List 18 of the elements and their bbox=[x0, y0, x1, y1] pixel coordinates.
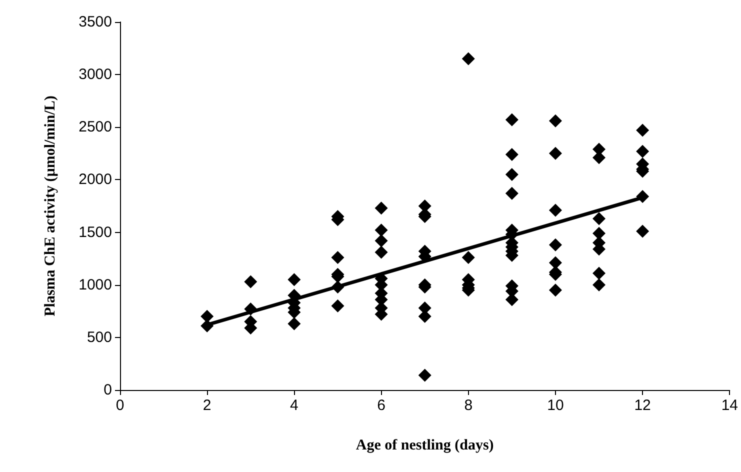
y-tick-label: 0 bbox=[104, 382, 112, 398]
y-tick-label: 2000 bbox=[78, 171, 112, 188]
y-tick-label: 3000 bbox=[78, 66, 112, 84]
x-tick-label: 2 bbox=[202, 397, 212, 414]
y-axis-title: Plasma ChE activity (µmol/min/L) bbox=[42, 96, 58, 316]
x-tick-label: 0 bbox=[116, 397, 124, 414]
x-tick-label: 10 bbox=[547, 397, 564, 414]
y-tick-label: 500 bbox=[86, 328, 112, 346]
x-tick-label: 8 bbox=[464, 397, 473, 414]
y-tick-label: 2500 bbox=[78, 118, 112, 136]
x-axis-title: Age of nestling (days) bbox=[356, 438, 494, 454]
y-tick-label: 1500 bbox=[78, 224, 112, 241]
x-tick-label: 12 bbox=[634, 397, 651, 414]
y-tick-label: 3500 bbox=[78, 14, 112, 30]
y-tick-label: 1000 bbox=[78, 276, 112, 294]
x-tick-label: 4 bbox=[290, 397, 298, 414]
x-tick-label: 6 bbox=[377, 397, 386, 414]
x-tick-label: 14 bbox=[721, 397, 738, 414]
